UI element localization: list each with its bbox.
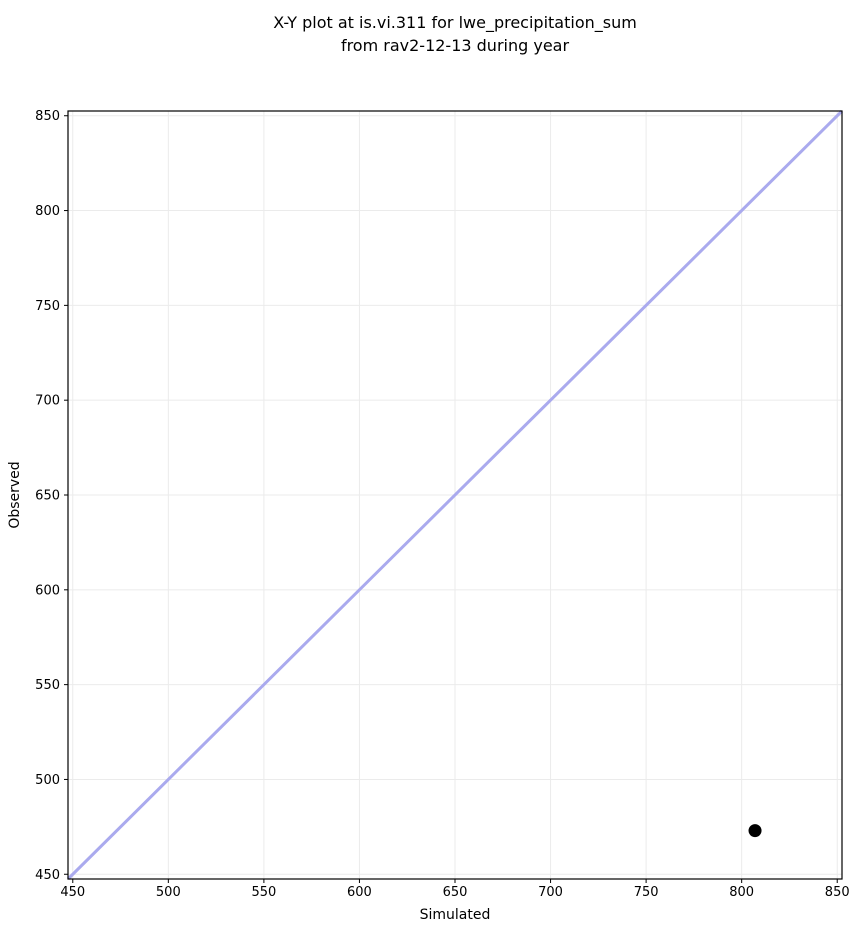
identity-line-line	[66, 109, 844, 881]
y-tick-label: 450	[35, 868, 60, 883]
x-tick-label: 500	[156, 885, 181, 900]
x-tick-label: 450	[60, 885, 85, 900]
y-axis-label: Observed	[7, 461, 23, 529]
y-tick-label: 700	[35, 394, 60, 409]
chart-title: X-Y plot at is.vi.311 for lwe_precipitat…	[273, 13, 637, 55]
x-tick-label: 700	[538, 885, 563, 900]
x-tick-label: 750	[634, 885, 659, 900]
x-tick-label: 800	[729, 885, 754, 900]
x-tick-label: 550	[251, 885, 276, 900]
y-tick-label: 500	[35, 773, 60, 788]
y-tick-label: 850	[35, 109, 60, 124]
x-tick-label: 650	[443, 885, 468, 900]
data-point	[748, 824, 762, 838]
y-tick-label: 750	[35, 299, 60, 314]
x-tick-label: 850	[825, 885, 850, 900]
x-axis-label: Simulated	[419, 907, 491, 923]
y-tick-label: 600	[35, 583, 60, 598]
y-tick-label: 550	[35, 678, 60, 693]
y-tick-label: 800	[35, 204, 60, 219]
x-tick-label: 600	[347, 885, 372, 900]
y-tick-label: 650	[35, 489, 60, 504]
